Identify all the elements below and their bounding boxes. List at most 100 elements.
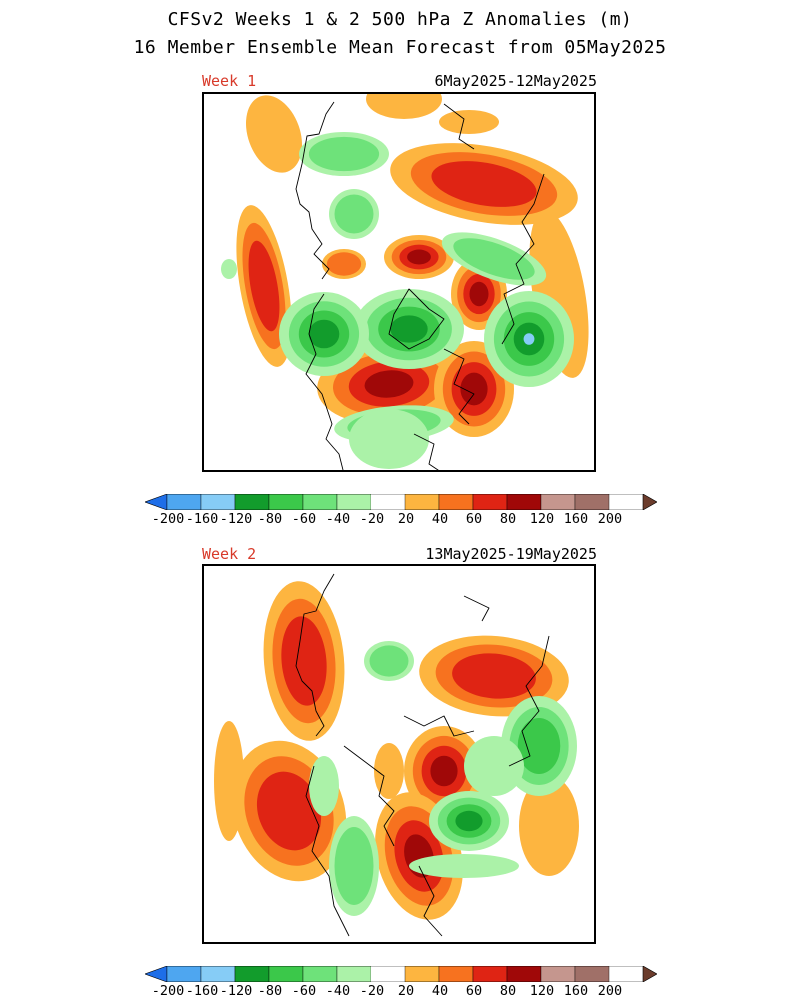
coastline-greenland (443, 348, 475, 425)
europe-low (484, 291, 574, 387)
colorbar-tick-label: -120 (219, 983, 253, 999)
coastline-americas-east (413, 433, 439, 470)
colorbar-arrow-right (642, 966, 657, 982)
coastline-arctic (343, 745, 395, 847)
colorbar-swatch (404, 494, 440, 510)
coastline-east-asia (295, 573, 335, 737)
east-asia-low (279, 292, 369, 376)
colorbar-tick-label: 60 (465, 511, 483, 527)
week2-date-range: 13May2025-19May2025 (425, 545, 597, 563)
north-pacific-ridge-edge (366, 94, 442, 119)
colorbar-arrow-left (145, 494, 168, 510)
north-pacific-ridge-edge-2 (439, 110, 499, 134)
colorbar-tick-label: -160 (185, 983, 219, 999)
coastline-americas-east (418, 865, 443, 937)
colorbar-swatch (404, 966, 440, 982)
colorbar-swatch (268, 494, 304, 510)
colorbar-tick-label: 200 (597, 983, 623, 999)
east-atlantic-ridge (519, 776, 579, 876)
coastline-east-asia (295, 101, 335, 280)
colorbar-swatch (540, 966, 576, 982)
week1-anomaly-map (221, 94, 589, 470)
colorbar-1 (145, 494, 657, 510)
colorbar-tick-label: 160 (563, 983, 589, 999)
pacific-low (309, 756, 339, 816)
colorbar-tick-label: 120 (529, 983, 555, 999)
colorbar-swatch (200, 494, 236, 510)
week2-anomaly-map (214, 573, 579, 937)
coastline-arctic-islands (388, 288, 445, 350)
siberia-low (364, 641, 414, 681)
colorbar-swatch (336, 494, 372, 510)
colorbar-tick-label: 80 (499, 511, 517, 527)
scandinavia-low (441, 232, 547, 286)
coastline-asia-north (443, 103, 475, 150)
colorbar-tick-label: -60 (291, 983, 317, 999)
colorbar-swatch (336, 966, 372, 982)
colorbar-tick-label: -20 (359, 511, 385, 527)
colorbar-swatch (371, 966, 405, 982)
siberia-low (329, 189, 379, 239)
west-pacific-ridge (236, 205, 292, 367)
colorbar-tick-label: -40 (325, 511, 351, 527)
colorbar-tick-label: -160 (185, 511, 219, 527)
colorbar-tick-label: 20 (397, 511, 415, 527)
atlantic-low-south (349, 409, 429, 469)
colorbar-swatch (268, 966, 304, 982)
week1-date-range: 6May2025-12May2025 (434, 72, 597, 90)
week2-label: Week 2 (202, 545, 257, 563)
colorbar-swatch (438, 966, 474, 982)
colorbar-tick-label: -60 (291, 511, 317, 527)
hudson-ridge (434, 341, 514, 437)
colorbar-tick-label: -40 (325, 983, 351, 999)
colorbar-tick-label: 40 (431, 511, 449, 527)
colorbar-swatch (506, 494, 542, 510)
siberia-ridge (374, 743, 404, 799)
colorbar-swatch (540, 494, 576, 510)
colorbar-arrow-right (642, 494, 657, 510)
greenland-low (464, 736, 524, 796)
colorbar-swatch (234, 494, 270, 510)
arctic-ridge (404, 726, 484, 816)
west-pacific-ridge-north (245, 95, 303, 173)
colorbar-swatch (166, 494, 202, 510)
colorbar-tick-label: -80 (257, 983, 283, 999)
week2-map (202, 564, 596, 944)
colorbar-tick-label: -200 (151, 511, 185, 527)
colorbar-swatch (302, 966, 338, 982)
colorbar-swatch (200, 966, 236, 982)
week1-map (202, 92, 596, 472)
colorbar-tick-label: -120 (219, 511, 253, 527)
colorbar-tick-label: -20 (359, 983, 385, 999)
week1-label: Week 1 (202, 72, 257, 90)
polar-low (354, 289, 464, 369)
coastline-asia-north (463, 595, 490, 622)
east-pacific-low (329, 816, 379, 916)
coastline-europe (508, 635, 550, 767)
colorbar-swatch (472, 966, 508, 982)
colorbar-tick-label: 80 (499, 983, 517, 999)
north-pacific-low (299, 132, 389, 176)
colorbar-2 (145, 966, 657, 982)
colorbar-swatch (574, 966, 610, 982)
north-atlantic-ridge (390, 143, 578, 225)
colorbar-2-labels: -200 -160 -120 -80 -60 -40 -20 20 40 60 80 120 160 20… (0, 983, 800, 1001)
coastline-north-america (305, 293, 344, 470)
colorbar-arrow-left (145, 966, 168, 982)
colorbar-swatch (438, 494, 474, 510)
chart-title-line1: CFSv2 Weeks 1 & 2 500 hPa Z Anomalies (m… (167, 9, 633, 30)
arctic-ridge (384, 235, 454, 279)
colorbar-tick-label: -80 (257, 511, 283, 527)
siberia-ridge (322, 249, 366, 279)
chart-title-line2: 16 Member Ensemble Mean Forecast from 05… (133, 37, 667, 58)
colorbar-swatch (472, 494, 508, 510)
colorbar-swatch (371, 494, 405, 510)
colorbar-tick-label: 120 (529, 511, 555, 527)
colorbar-tick-label: 20 (397, 983, 415, 999)
colorbar-swatch (166, 966, 202, 982)
atlantic-low (409, 854, 519, 878)
colorbar-tick-label: -200 (151, 983, 185, 999)
colorbar-swatch (506, 966, 542, 982)
colorbar-tick-label: 60 (465, 983, 483, 999)
pacific-low-small (221, 259, 237, 279)
